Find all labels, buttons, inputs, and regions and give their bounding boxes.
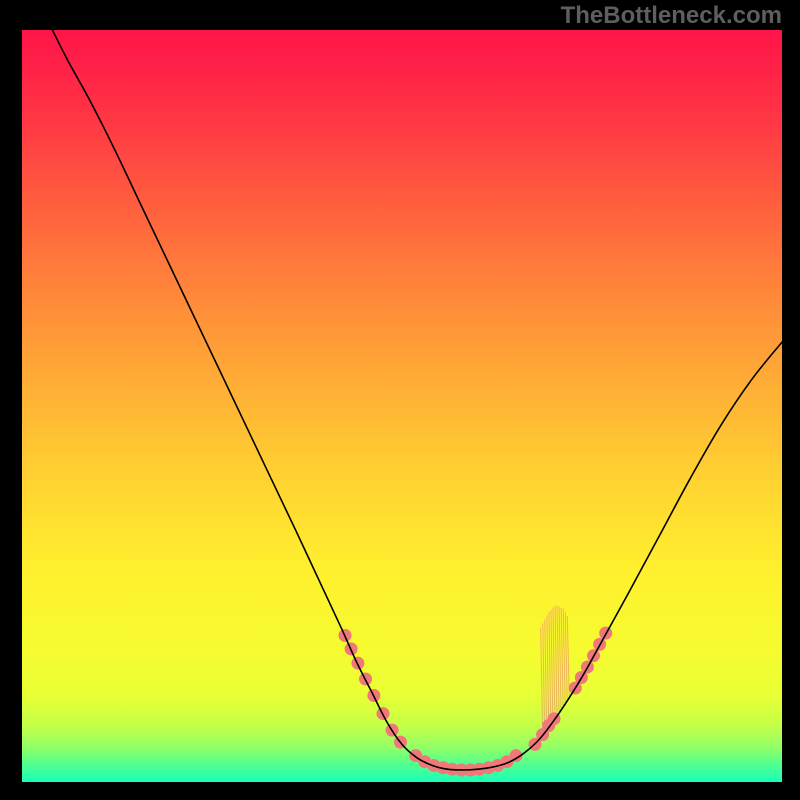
bottleneck-curve xyxy=(52,30,782,770)
watermark-text: TheBottleneck.com xyxy=(561,2,782,30)
marker-clusters xyxy=(339,627,613,777)
chart-overlay xyxy=(22,30,782,782)
chart-stage: TheBottleneck.com xyxy=(0,0,800,800)
plot-area xyxy=(22,30,782,782)
